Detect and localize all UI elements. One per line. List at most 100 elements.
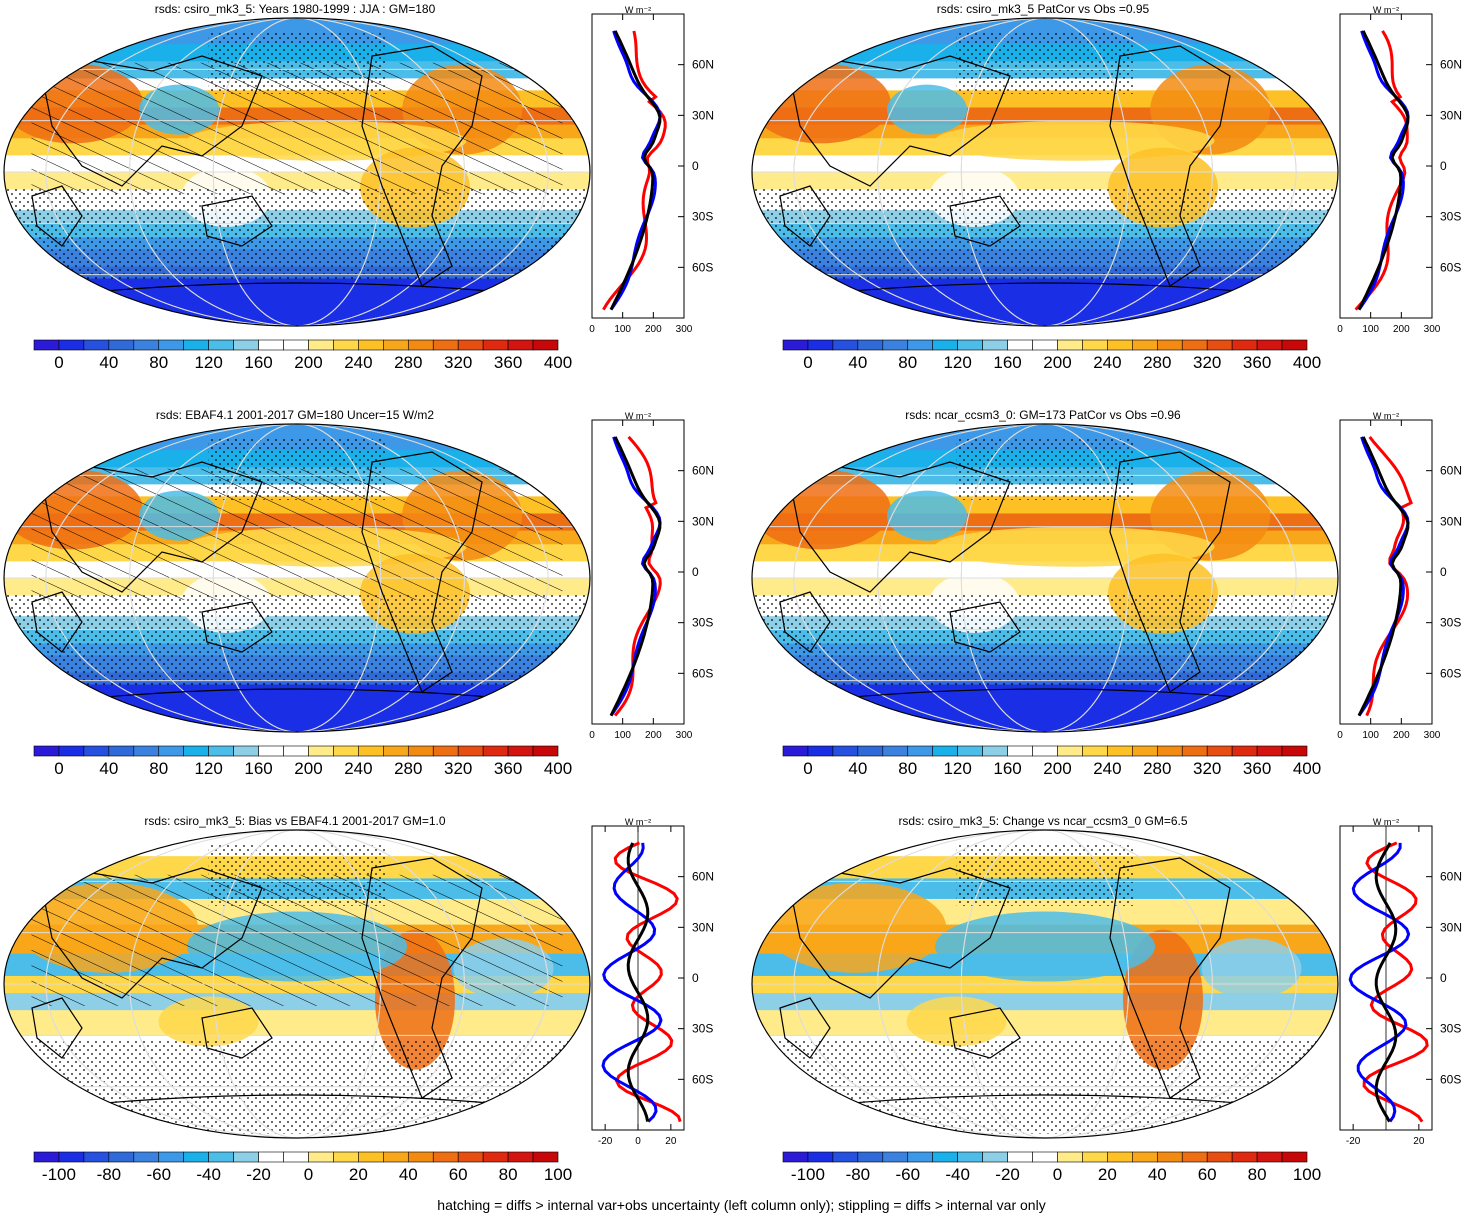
colorbar-swatch bbox=[283, 745, 309, 757]
colorbar-swatch bbox=[258, 339, 284, 351]
map-outline bbox=[3, 17, 591, 327]
colorbar-swatch bbox=[507, 339, 534, 351]
colorbar-label: 360 bbox=[1243, 353, 1271, 372]
map-region bbox=[935, 911, 1155, 982]
colorbar-swatch bbox=[1156, 339, 1183, 351]
map-panel: rsds: csiro_mk3_5: Years 1980-1999 : JJA… bbox=[0, 0, 735, 400]
profile-x-tick: 200 bbox=[1393, 324, 1410, 335]
profile-x-tick: 100 bbox=[614, 324, 631, 335]
coastline bbox=[361, 857, 483, 1099]
colorbar-label: 120 bbox=[194, 353, 222, 372]
profile-x-tick: -20 bbox=[1346, 1136, 1361, 1147]
colorbar-label: -100 bbox=[791, 1165, 825, 1184]
colorbar-label: -40 bbox=[945, 1165, 970, 1184]
colorbar-swatch bbox=[507, 1151, 534, 1163]
colorbar-swatch bbox=[857, 745, 884, 757]
colorbar-label: -60 bbox=[895, 1165, 920, 1184]
map-panel: rsds: csiro_mk3_5: Bias vs EBAF4.1 2001-… bbox=[0, 812, 735, 1212]
colorbar-swatch bbox=[907, 1151, 934, 1163]
colorbar-label: 80 bbox=[898, 759, 917, 778]
colorbar-label: -80 bbox=[97, 1165, 122, 1184]
zonal-profile: 0 100 200 300 60N 30N 0 30S 60S W m⁻² bbox=[589, 5, 714, 335]
colorbar-swatch bbox=[457, 745, 484, 757]
profile-x-tick: 300 bbox=[676, 324, 693, 335]
map-band bbox=[752, 1009, 1338, 1036]
colorbar-swatch bbox=[782, 1151, 809, 1163]
profile-unit: W m⁻² bbox=[1373, 411, 1399, 421]
colorbar-swatch bbox=[333, 1151, 359, 1163]
profile-lat-tick: 30S bbox=[692, 210, 713, 224]
profile-lat-tick: 60S bbox=[1440, 260, 1461, 274]
colorbar-swatch bbox=[1057, 339, 1083, 351]
colorbar: 0 40 80 120 160 200 240 280 320 360 400 bbox=[782, 339, 1321, 372]
colorbar-label: 120 bbox=[943, 353, 971, 372]
colorbar-swatch bbox=[58, 745, 85, 757]
profile-line-mean bbox=[609, 436, 662, 717]
colorbar-swatch bbox=[957, 1151, 983, 1163]
colorbar-swatch bbox=[832, 1151, 859, 1163]
colorbar-swatch bbox=[233, 745, 259, 757]
colorbar-swatch bbox=[482, 339, 509, 351]
profile-unit: W m⁻² bbox=[625, 817, 651, 827]
coastline bbox=[1109, 451, 1231, 693]
profile-lat-tick: 0 bbox=[1440, 159, 1447, 173]
colorbar-swatch bbox=[308, 1151, 334, 1163]
coastline bbox=[41, 867, 263, 999]
coastline bbox=[1109, 857, 1231, 1099]
colorbar-swatch bbox=[1181, 339, 1208, 351]
profile-frame bbox=[1339, 13, 1433, 319]
colorbar-swatch bbox=[1231, 745, 1258, 757]
colorbar-swatch bbox=[432, 1151, 459, 1163]
profile-line-mean bbox=[1357, 436, 1410, 717]
profile-x-tick: 300 bbox=[676, 730, 693, 741]
colorbar-swatch bbox=[233, 1151, 259, 1163]
colorbar-swatch bbox=[333, 339, 359, 351]
colorbar-label: 80 bbox=[149, 353, 168, 372]
map-region bbox=[766, 882, 947, 973]
profile-x-tick: 100 bbox=[614, 730, 631, 741]
profile-lat-tick: 0 bbox=[692, 565, 699, 579]
panel-title: rsds: csiro_mk3_5: Years 1980-1999 : JJA… bbox=[154, 2, 436, 16]
colorbar-label: 200 bbox=[294, 759, 322, 778]
colorbar-swatch bbox=[158, 339, 185, 351]
colorbar-swatch bbox=[133, 1151, 160, 1163]
colorbar-swatch bbox=[1057, 745, 1083, 757]
colorbar-label: 160 bbox=[244, 353, 272, 372]
colorbar-label: 40 bbox=[99, 353, 118, 372]
colorbar-label: 20 bbox=[349, 1165, 368, 1184]
colorbar-swatch bbox=[183, 339, 209, 351]
colorbar-label: -40 bbox=[196, 1165, 221, 1184]
map-panel: rsds: EBAF4.1 2001-2017 GM=180 Uncer=15 … bbox=[0, 406, 735, 806]
colorbar-label: 0 bbox=[54, 353, 63, 372]
colorbar-swatch bbox=[857, 339, 884, 351]
world-map bbox=[3, 829, 591, 1139]
colorbar-swatch bbox=[507, 745, 534, 757]
profile-lat-tick: 60N bbox=[692, 58, 714, 72]
profile-lat-tick: 60N bbox=[692, 870, 714, 884]
profile-lat-tick: 60N bbox=[1440, 58, 1462, 72]
colorbar-label: -100 bbox=[42, 1165, 76, 1184]
profile-x-tick: 0 bbox=[1337, 324, 1343, 335]
map-band bbox=[4, 278, 590, 326]
colorbar-swatch bbox=[482, 745, 509, 757]
colorbar-label: 80 bbox=[1248, 1165, 1267, 1184]
colorbar-swatch bbox=[83, 339, 110, 351]
colorbar-label: 120 bbox=[943, 759, 971, 778]
colorbar-swatch bbox=[283, 1151, 309, 1163]
profile-x-tick: 300 bbox=[1424, 730, 1441, 741]
profile-line-obs bbox=[602, 30, 667, 311]
colorbar-swatch bbox=[1281, 745, 1308, 757]
colorbar: -100 -80 -60 -40 -20 0 20 40 60 80 100 bbox=[782, 1151, 1321, 1184]
colorbar-label: 40 bbox=[399, 1165, 418, 1184]
colorbar-swatch bbox=[407, 339, 434, 351]
profile-line-mean bbox=[1357, 30, 1410, 311]
colorbar-swatch bbox=[932, 339, 958, 351]
colorbar-swatch bbox=[782, 339, 809, 351]
colorbar-swatch bbox=[1281, 1151, 1308, 1163]
colorbar-swatch bbox=[358, 1151, 384, 1163]
map-band bbox=[4, 684, 590, 732]
colorbar-swatch bbox=[982, 339, 1008, 351]
zonal-profile: 0 100 200 300 60N 30N 0 30S 60S W m⁻² bbox=[589, 411, 714, 741]
colorbar-swatch bbox=[33, 1151, 60, 1163]
coastline bbox=[949, 1007, 1021, 1059]
